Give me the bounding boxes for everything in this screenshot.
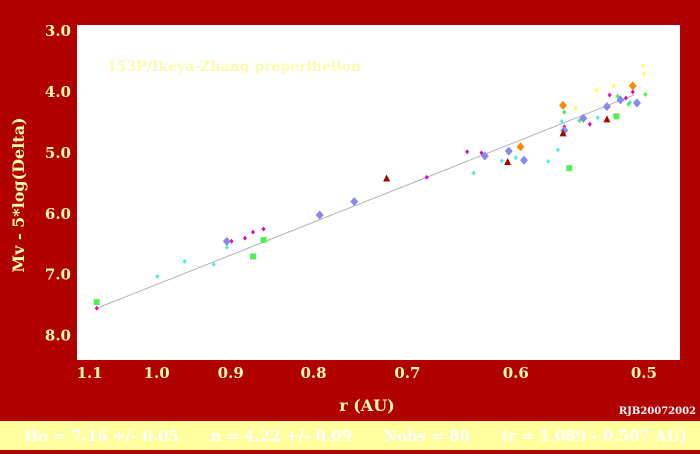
chart-title: 153P/Ikeya-Zhang preperihelion <box>107 59 361 75</box>
y-axis-label: Mv - 5*log(Delta) <box>9 117 28 272</box>
y-tick-label: 7.0 <box>45 266 71 284</box>
x-tick-label: 1.1 <box>77 364 103 382</box>
x-tick-label: 0.7 <box>394 364 420 382</box>
credit-label: RJB20072002 <box>619 406 696 417</box>
data-point <box>211 261 216 267</box>
data-point <box>559 118 564 124</box>
x-tick-label: 0.6 <box>503 364 529 382</box>
data-point <box>182 258 187 264</box>
x-tick-label: 0.9 <box>218 364 244 382</box>
data-point <box>513 155 518 161</box>
data-point <box>577 118 582 124</box>
data-point <box>546 158 551 164</box>
footer-fit-summary: Ho = 7.16 +/- 0.05 n = 4.22 +/- 0.09 Nob… <box>24 427 687 445</box>
x-tick-label: 0.5 <box>631 364 657 382</box>
fit-line <box>96 94 635 309</box>
data-point <box>249 253 256 260</box>
data-point <box>630 89 635 95</box>
data-point <box>471 170 476 176</box>
y-tick-labels: 3.0 4.0 5.0 6.0 7.0 8.0 <box>45 22 71 345</box>
y-tick-label: 6.0 <box>45 205 71 223</box>
y-tick-label: 3.0 <box>45 22 71 40</box>
data-point <box>242 235 247 241</box>
data-point <box>520 155 529 165</box>
data-point <box>626 101 631 107</box>
data-point <box>516 142 525 152</box>
data-point <box>94 305 99 311</box>
data-point <box>602 102 611 112</box>
footer-band <box>0 421 700 450</box>
data-point <box>350 197 359 207</box>
data-point <box>229 238 234 244</box>
x-tick-label: 1.0 <box>144 364 170 382</box>
data-point <box>556 147 561 153</box>
data-point <box>383 174 391 182</box>
fit-line-layer <box>96 94 635 309</box>
data-point <box>224 244 229 250</box>
y-tick-label: 4.0 <box>45 83 71 101</box>
data-point <box>504 146 513 156</box>
data-point <box>504 158 512 166</box>
data-point <box>573 105 578 111</box>
data-point <box>250 229 255 235</box>
data-point <box>640 63 645 69</box>
data-point <box>603 115 611 123</box>
data-point <box>93 299 100 306</box>
data-point <box>315 210 324 220</box>
data-point <box>643 91 648 97</box>
data-point <box>613 113 620 120</box>
data-point <box>632 98 641 108</box>
data-point <box>611 83 616 89</box>
y-tick-label: 8.0 <box>45 327 71 345</box>
data-point <box>579 113 588 123</box>
data-point <box>607 92 612 98</box>
data-point <box>260 237 267 244</box>
x-tick-label: 0.8 <box>300 364 326 382</box>
x-tick-labels: 1.1 1.0 0.9 0.8 0.7 0.6 0.5 <box>77 364 657 382</box>
data-point <box>641 71 646 77</box>
data-point <box>615 93 620 99</box>
x-axis-label: r (AU) <box>339 396 395 415</box>
data-point <box>628 81 637 91</box>
data-point <box>480 151 489 161</box>
data-point <box>587 121 592 127</box>
data-point <box>499 158 504 164</box>
data-point <box>595 115 600 121</box>
data-point <box>424 174 429 180</box>
data-point <box>261 226 266 232</box>
data-point <box>465 149 470 155</box>
data-point <box>562 109 567 115</box>
data-point <box>566 165 573 172</box>
data-points-layer <box>93 63 648 311</box>
data-point <box>155 274 160 280</box>
data-point <box>623 95 628 101</box>
data-point <box>594 87 599 93</box>
y-tick-label: 5.0 <box>45 144 71 162</box>
plot-area <box>77 25 680 360</box>
data-point <box>559 129 567 137</box>
data-point <box>559 100 568 110</box>
data-point <box>222 236 231 246</box>
